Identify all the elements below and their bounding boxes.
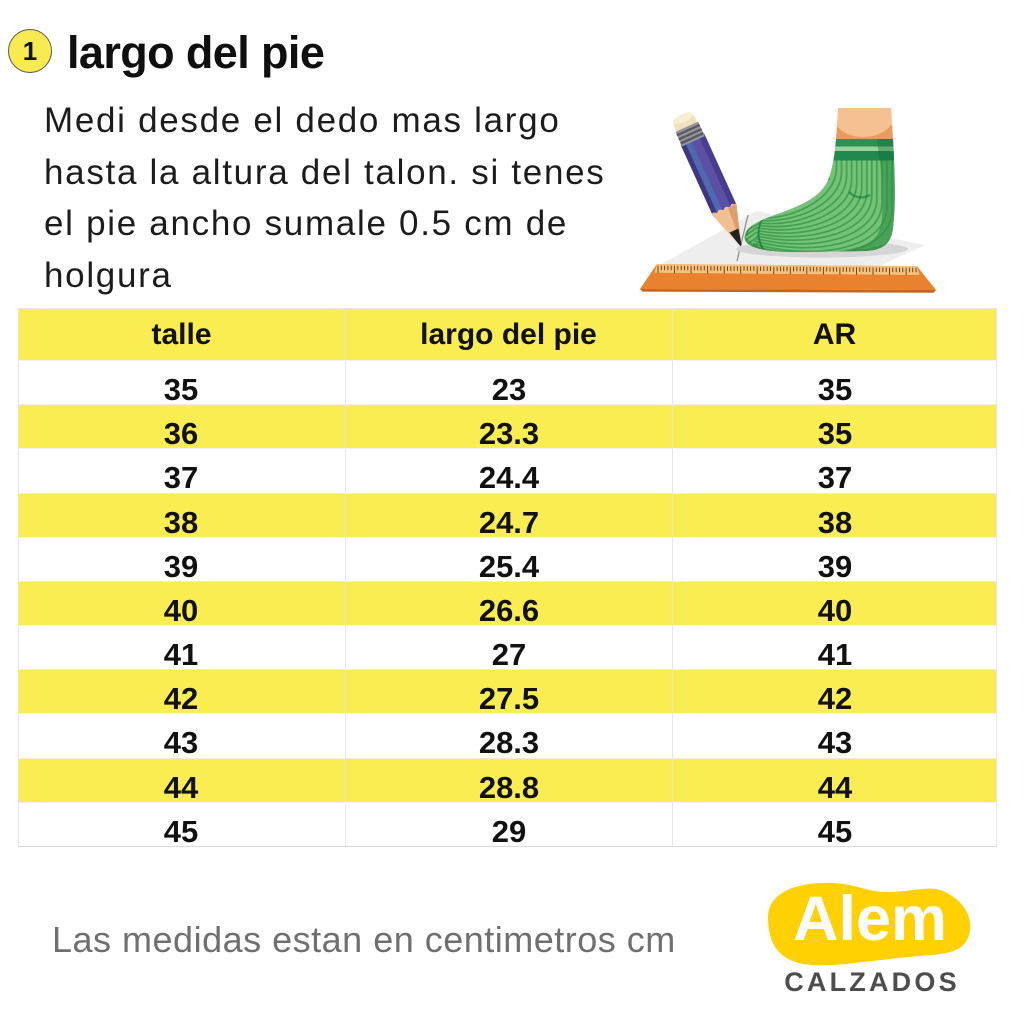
svg-text:Alem: Alem [793, 884, 947, 954]
svg-text:CALZADOS: CALZADOS [784, 967, 960, 997]
